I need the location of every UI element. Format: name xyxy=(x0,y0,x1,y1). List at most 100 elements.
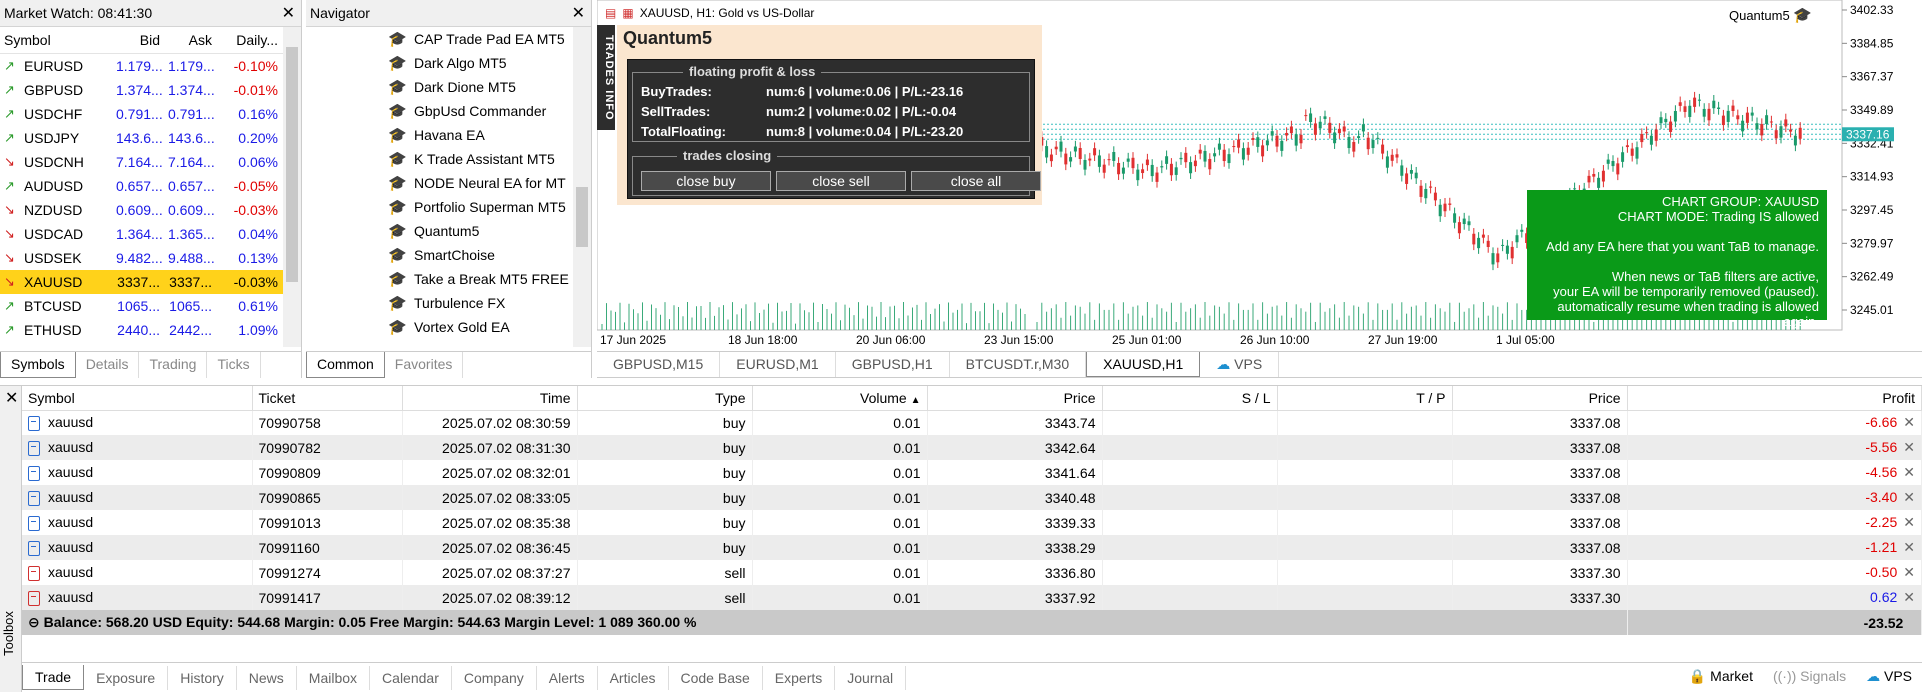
scrollbar-thumb[interactable] xyxy=(286,47,298,282)
sl-cell[interactable] xyxy=(1102,410,1278,435)
close-position-icon[interactable]: ✕ xyxy=(1903,489,1915,505)
close-icon[interactable]: ✕ xyxy=(5,390,19,407)
col-tp[interactable]: T / P xyxy=(1277,386,1453,411)
chart-type-icon[interactable]: ▦ xyxy=(622,6,634,20)
tab-vps[interactable]: ☁ VPS xyxy=(1200,352,1280,377)
tab-xauusd-h1[interactable]: XAUUSD,H1 xyxy=(1086,352,1201,377)
sl-cell[interactable] xyxy=(1102,535,1278,560)
table-row[interactable]: xauusd 70991417 2025.07.02 08:39:12 sell 0.0… xyxy=(22,585,1922,610)
close-position-icon[interactable]: ✕ xyxy=(1903,514,1915,530)
close-position-icon[interactable]: ✕ xyxy=(1903,464,1915,480)
close-sell-button[interactable]: close sell xyxy=(776,171,906,191)
market-watch-row[interactable]: ↗ BTCUSD 1065... 1065... 0.61% xyxy=(0,294,301,318)
table-row[interactable]: xauusd 70991274 2025.07.02 08:37:27 sell 0.0… xyxy=(22,560,1922,585)
tab-gbpusd-m15[interactable]: GBPUSD,M15 xyxy=(597,352,721,377)
navigator-item[interactable]: 🎓 Vortex Gold EA xyxy=(306,315,591,339)
close-all-button[interactable]: close all xyxy=(911,171,1041,191)
table-row[interactable]: xauusd 70990782 2025.07.02 08:31:30 buy 0.01… xyxy=(22,435,1922,460)
navigator-item[interactable]: 🎓 NODE Neural EA for MT xyxy=(306,171,591,195)
market-watch-row[interactable]: ↘ USDCNH 7.164... 7.164... 0.06% xyxy=(0,150,301,174)
tab-code-base[interactable]: Code Base xyxy=(669,665,763,690)
scrollbar[interactable] xyxy=(283,27,301,347)
tp-cell[interactable] xyxy=(1277,585,1453,610)
header-symbol[interactable]: Symbol xyxy=(4,32,51,48)
tab-eurusd-m1[interactable]: EURUSD,M1 xyxy=(720,352,836,377)
header-bid[interactable]: Bid xyxy=(139,32,160,48)
tab-mailbox[interactable]: Mailbox xyxy=(297,665,371,690)
close-position-icon[interactable]: ✕ xyxy=(1903,539,1915,555)
tab-trading[interactable]: Trading xyxy=(139,352,208,378)
navigator-item[interactable]: 🎓 K Trade Assistant MT5 xyxy=(306,147,591,171)
tab-trade[interactable]: Trade xyxy=(22,665,85,690)
tab-alerts[interactable]: Alerts xyxy=(537,665,598,690)
sl-cell[interactable] xyxy=(1102,560,1278,585)
market-watch-row[interactable]: ↗ ETHUSD 2440... 2442... 1.09% xyxy=(0,318,301,342)
sl-cell[interactable] xyxy=(1102,435,1278,460)
col-volume[interactable]: Volume ▲ xyxy=(752,386,928,411)
market-watch-row[interactable]: ↗ USDCHF 0.791... 0.791... 0.16% xyxy=(0,102,301,126)
market-watch-row[interactable]: ↗ EURUSD 1.179... 1.179... -0.10% xyxy=(0,54,301,78)
market-watch-row[interactable]: ↘ USDCAD 1.364... 1.365... 0.04% xyxy=(0,222,301,246)
scrollbar[interactable] xyxy=(573,27,591,347)
navigator-item[interactable]: 🎓 GbpUsd Commander xyxy=(306,99,591,123)
header-daily[interactable]: Daily... xyxy=(236,32,278,48)
tab-news[interactable]: News xyxy=(237,665,297,690)
signals-status[interactable]: ((·)) Signals xyxy=(1773,668,1846,685)
col-profit[interactable]: Profit xyxy=(1627,386,1922,411)
scrollbar-thumb[interactable] xyxy=(576,187,588,247)
one-click-trading-icon[interactable]: ▤ xyxy=(605,6,617,20)
table-row[interactable]: xauusd 70991013 2025.07.02 08:35:38 buy 0.01… xyxy=(22,510,1922,535)
market-watch-row[interactable]: ↗ GBPUSD 1.374... 1.374... -0.01% xyxy=(0,78,301,102)
col-price[interactable]: Price xyxy=(927,386,1103,411)
table-row[interactable]: xauusd 70990865 2025.07.02 08:33:05 buy 0.01… xyxy=(22,485,1922,510)
tab-history[interactable]: History xyxy=(168,665,237,690)
market-watch-row[interactable]: ↗ AUDUSD 0.657... 0.657... -0.05% xyxy=(0,174,301,198)
tab-exposure[interactable]: Exposure xyxy=(84,665,169,690)
close-position-icon[interactable]: ✕ xyxy=(1903,414,1915,431)
close-position-icon[interactable]: ✕ xyxy=(1903,439,1915,455)
col-symbol[interactable]: Symbol xyxy=(22,386,253,411)
tab-favorites[interactable]: Favorites xyxy=(385,352,464,378)
close-position-icon[interactable]: ✕ xyxy=(1903,564,1915,580)
trades-info-tab[interactable]: TRADES INFO xyxy=(597,25,615,130)
tab-experts[interactable]: Experts xyxy=(763,665,836,690)
col-time[interactable]: Time xyxy=(402,386,578,411)
tp-cell[interactable] xyxy=(1277,560,1453,585)
tab-gbpusd-h1[interactable]: GBPUSD,H1 xyxy=(836,352,950,377)
tab-company[interactable]: Company xyxy=(452,665,537,690)
col-sl[interactable]: S / L xyxy=(1102,386,1278,411)
navigator-item[interactable]: 🎓 Quantum5 xyxy=(306,219,591,243)
tab-btcusdt-m30[interactable]: BTCUSDT.r,M30 xyxy=(950,352,1087,377)
tab-symbols[interactable]: Symbols xyxy=(0,352,76,378)
sl-cell[interactable] xyxy=(1102,585,1278,610)
table-row[interactable]: xauusd 70991160 2025.07.02 08:36:45 buy 0.01… xyxy=(22,535,1922,560)
market-watch-row[interactable]: ↘ USDSEK 9.482... 9.488... 0.13% xyxy=(0,246,301,270)
col-current-price[interactable]: Price xyxy=(1452,386,1628,411)
tp-cell[interactable] xyxy=(1277,410,1453,435)
tp-cell[interactable] xyxy=(1277,510,1453,535)
ea-cap-icon[interactable]: 🎓 xyxy=(1793,7,1812,24)
chart-window[interactable]: 3402.33 3384.85 3367.37 3349.89 3332.41 3314.… xyxy=(597,0,1922,352)
close-buy-button[interactable]: close buy xyxy=(641,171,771,191)
tab-journal[interactable]: Journal xyxy=(835,665,907,690)
tp-cell[interactable] xyxy=(1277,535,1453,560)
sl-cell[interactable] xyxy=(1102,510,1278,535)
tp-cell[interactable] xyxy=(1277,460,1453,485)
tab-details[interactable]: Details xyxy=(76,352,140,378)
navigator-item[interactable]: 🎓 Havana EA xyxy=(306,123,591,147)
navigator-item[interactable]: 🎓 Take a Break MT5 FREE xyxy=(306,267,591,291)
navigator-item[interactable]: 🎓 Dark Algo MT5 xyxy=(306,51,591,75)
navigator-item[interactable]: 🎓 Turbulence FX xyxy=(306,291,591,315)
tab-common[interactable]: Common xyxy=(306,352,385,378)
market-watch-row[interactable]: ↗ USDJPY 143.6... 143.6... 0.20% xyxy=(0,126,301,150)
close-icon[interactable]: ✕ xyxy=(571,5,585,22)
sl-cell[interactable] xyxy=(1102,485,1278,510)
vps-status[interactable]: ☁ VPS xyxy=(1866,668,1912,685)
market-watch-row[interactable]: ↘ NZDUSD 0.609... 0.609... -0.03% xyxy=(0,198,301,222)
tab-articles[interactable]: Articles xyxy=(598,665,669,690)
market-status[interactable]: 🔒 Market xyxy=(1689,668,1753,685)
navigator-item[interactable]: 🎓 SmartChoise xyxy=(306,243,591,267)
navigator-item[interactable]: 🎓 Dark Dione MT5 xyxy=(306,75,591,99)
tp-cell[interactable] xyxy=(1277,435,1453,460)
sl-cell[interactable] xyxy=(1102,460,1278,485)
